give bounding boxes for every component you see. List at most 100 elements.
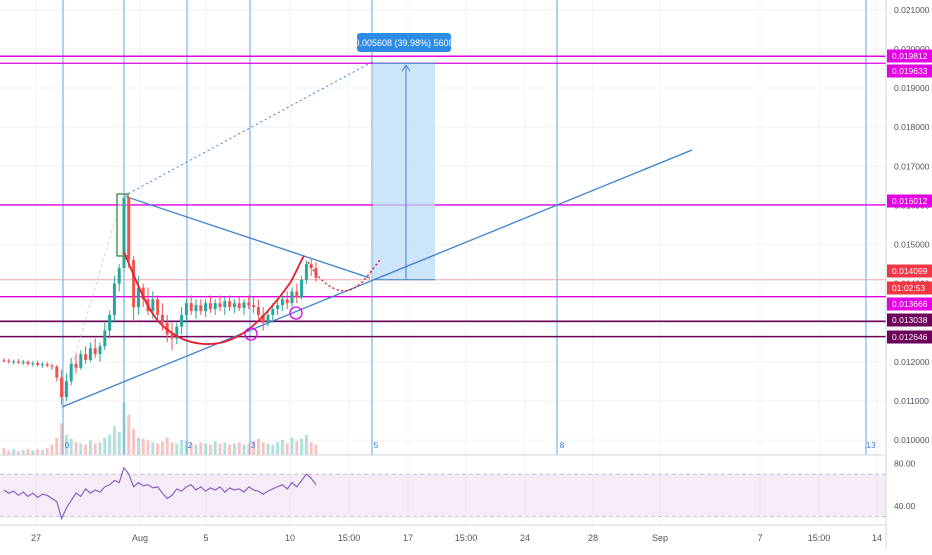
volume-bar bbox=[223, 442, 227, 455]
volume-bar bbox=[304, 434, 308, 455]
candle-body bbox=[31, 363, 35, 365]
price-tick-label: 0.021000 bbox=[894, 5, 930, 15]
time-tick-label: 15:00 bbox=[455, 533, 478, 543]
measure-rect[interactable] bbox=[373, 63, 435, 280]
volume-bar bbox=[285, 443, 289, 455]
ascending-trendline bbox=[61, 149, 693, 408]
descending-trendline bbox=[123, 195, 371, 279]
candle-body bbox=[223, 301, 227, 308]
rsi-pane bbox=[0, 454, 886, 526]
volume-bar bbox=[79, 443, 83, 455]
price-tick-label: 0.017000 bbox=[894, 161, 930, 171]
volume-bar bbox=[208, 444, 212, 455]
volume-bar bbox=[165, 437, 169, 455]
candle-body bbox=[108, 314, 112, 331]
volume-bar bbox=[64, 434, 68, 455]
horizontal-levels bbox=[0, 55, 886, 338]
candle-body bbox=[228, 301, 232, 308]
candle-body bbox=[175, 326, 179, 339]
candle-body bbox=[26, 361, 30, 364]
candle-body bbox=[64, 381, 68, 398]
candle-body bbox=[151, 299, 155, 312]
cycle-label: 0 bbox=[65, 440, 70, 450]
projection-dotted-line bbox=[123, 61, 373, 197]
volume-bar bbox=[242, 444, 246, 455]
candle-body bbox=[40, 364, 44, 366]
volume-bar bbox=[300, 438, 304, 455]
volume-bar bbox=[180, 439, 184, 455]
cycle-lines bbox=[62, 0, 867, 455]
candle-body bbox=[74, 363, 78, 368]
candle-body bbox=[156, 299, 160, 315]
price-label: 0.019812 bbox=[892, 51, 928, 61]
price-label-bg bbox=[887, 297, 932, 311]
candle-body bbox=[136, 287, 140, 308]
touch-circle-2 bbox=[289, 306, 303, 320]
volume-bar bbox=[232, 443, 236, 455]
volume-bar bbox=[309, 442, 313, 455]
volume-bar bbox=[213, 441, 217, 455]
candle-body bbox=[2, 360, 6, 362]
candle-body bbox=[256, 307, 260, 315]
volume-bar bbox=[290, 437, 294, 455]
candle-body bbox=[36, 363, 40, 366]
price-tick-label: 0.019000 bbox=[894, 83, 930, 93]
candle-body bbox=[112, 283, 116, 315]
candle-body bbox=[103, 330, 107, 347]
cycle-label: 3 bbox=[251, 440, 256, 450]
candle-body bbox=[180, 314, 184, 327]
volume-bar bbox=[36, 449, 40, 455]
volume-bar bbox=[156, 443, 160, 455]
price-label: 0.014099 bbox=[892, 266, 928, 276]
candle-body bbox=[261, 314, 265, 323]
candle-body bbox=[276, 305, 280, 310]
candle-body bbox=[141, 287, 145, 300]
candle-body bbox=[266, 314, 270, 323]
price-tick-label: 0.011000 bbox=[894, 396, 929, 406]
price-label-bg bbox=[887, 281, 932, 295]
measure-callout: 0.005608 (39.98%) 5608 bbox=[354, 33, 454, 52]
volume-bar bbox=[50, 444, 54, 455]
candle-body bbox=[199, 305, 203, 312]
price-label-bg bbox=[887, 313, 932, 327]
volume-bar bbox=[146, 440, 150, 455]
price-tick-label: 0.020000 bbox=[894, 44, 930, 54]
volume-bar bbox=[228, 444, 232, 455]
price-label-bg bbox=[887, 264, 932, 278]
candle-body bbox=[132, 260, 136, 308]
time-tick-label: Aug bbox=[132, 533, 148, 543]
volume-bar bbox=[132, 429, 136, 455]
price-label-bg bbox=[887, 194, 932, 208]
candle-body bbox=[117, 267, 121, 284]
volume-bar bbox=[276, 442, 280, 455]
volume-bar bbox=[271, 444, 275, 455]
candle-body bbox=[290, 291, 294, 304]
price-label: 0.013666 bbox=[892, 299, 928, 309]
price-label-bg bbox=[887, 330, 932, 344]
trend-drawings[interactable] bbox=[61, 61, 693, 408]
price-range-measure[interactable] bbox=[373, 62, 435, 281]
volume-bar bbox=[40, 449, 44, 455]
candle-body bbox=[184, 303, 188, 315]
price-tick-label: 0.010000 bbox=[894, 435, 930, 445]
price-label-bg bbox=[887, 49, 932, 63]
volume-bar bbox=[175, 443, 179, 455]
volume-bar bbox=[98, 442, 102, 455]
time-axis[interactable]: 27 Aug 5 10 15:00 17 15:00 24 28 Sep 7 15:00 14 bbox=[0, 524, 886, 543]
price-label: 0.012646 bbox=[892, 332, 928, 342]
candle-body bbox=[93, 348, 97, 355]
price-label-bg bbox=[887, 64, 932, 78]
price-labels: 0.019812 0.019633 0.016012 0.014099 01:02:53… bbox=[887, 49, 932, 344]
cycle-label: 5 bbox=[374, 440, 379, 450]
volume-bar bbox=[103, 437, 107, 455]
rsi-line bbox=[3, 466, 317, 521]
candle-body bbox=[45, 364, 49, 366]
candle-body bbox=[16, 361, 20, 363]
cup-pattern[interactable] bbox=[123, 251, 381, 345]
candle-body bbox=[295, 291, 299, 298]
volume-bar bbox=[2, 448, 6, 455]
volume-bar bbox=[60, 423, 64, 455]
candle-body bbox=[232, 303, 236, 308]
